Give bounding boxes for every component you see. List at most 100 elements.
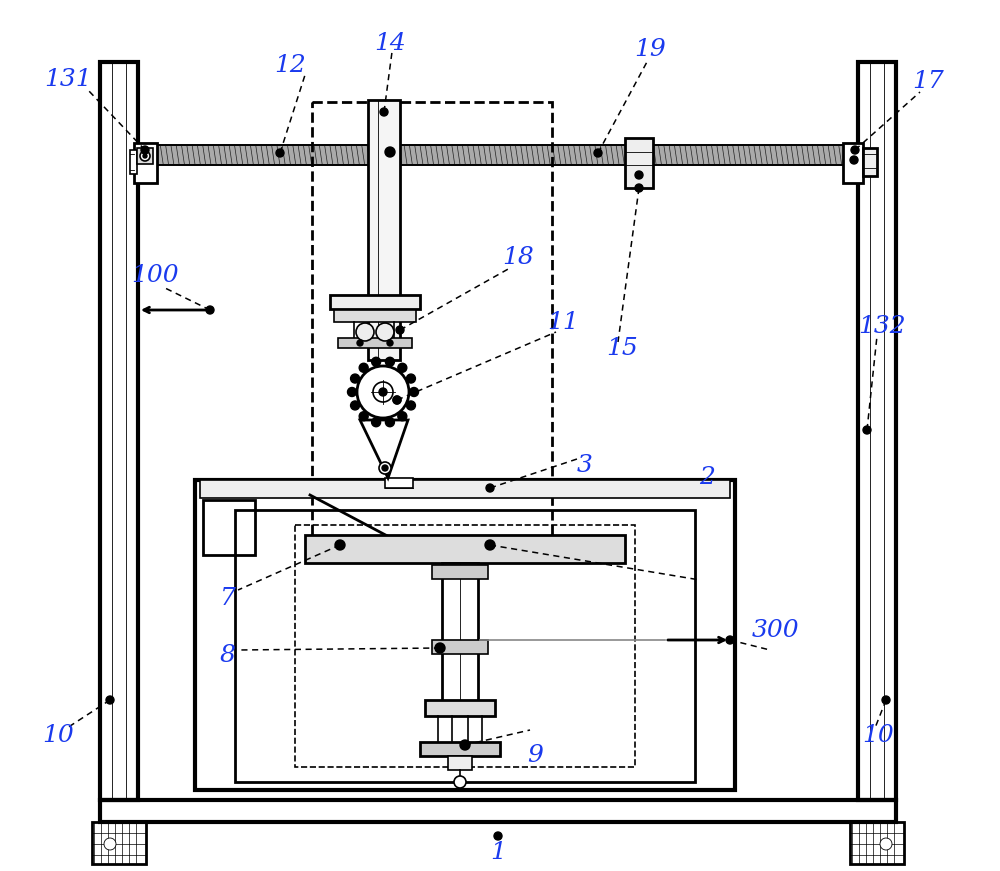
Bar — [858, 62, 896, 800]
Bar — [137, 148, 153, 164]
Text: 19: 19 — [634, 38, 666, 62]
Circle shape — [635, 184, 643, 192]
Bar — [312, 102, 552, 542]
Bar — [843, 143, 863, 183]
Bar — [425, 700, 495, 716]
Circle shape — [385, 418, 394, 427]
Bar — [625, 138, 653, 188]
Text: 100: 100 — [131, 264, 179, 287]
Circle shape — [486, 484, 494, 492]
Bar — [203, 500, 255, 555]
Bar — [295, 525, 635, 767]
Text: 9: 9 — [527, 744, 543, 766]
Bar — [155, 145, 848, 165]
Bar — [100, 62, 138, 800]
Bar — [432, 565, 488, 579]
Bar — [448, 756, 472, 770]
Circle shape — [454, 776, 466, 788]
Bar — [420, 742, 500, 756]
Text: 8: 8 — [220, 644, 236, 666]
Circle shape — [882, 696, 890, 704]
Text: 14: 14 — [374, 31, 406, 55]
Bar — [334, 310, 416, 322]
Circle shape — [141, 146, 149, 154]
Text: 1: 1 — [490, 841, 506, 863]
Circle shape — [396, 326, 404, 334]
Bar — [368, 100, 400, 360]
Circle shape — [406, 401, 415, 410]
Bar — [195, 480, 735, 790]
Bar — [850, 822, 904, 864]
Circle shape — [379, 462, 391, 474]
Bar — [305, 535, 625, 563]
Circle shape — [357, 340, 363, 346]
Circle shape — [726, 636, 734, 644]
Circle shape — [461, 741, 469, 749]
Circle shape — [385, 357, 394, 367]
Circle shape — [140, 151, 150, 161]
Text: 7: 7 — [220, 586, 236, 610]
Text: 131: 131 — [44, 69, 92, 91]
Circle shape — [406, 374, 415, 383]
Text: 2: 2 — [699, 465, 715, 489]
Circle shape — [372, 357, 381, 367]
Bar — [330, 295, 420, 309]
Circle shape — [435, 643, 445, 653]
Text: 10: 10 — [862, 724, 894, 746]
Circle shape — [382, 465, 388, 471]
Circle shape — [206, 306, 214, 314]
Circle shape — [385, 147, 395, 157]
Text: 11: 11 — [547, 310, 579, 334]
Circle shape — [851, 146, 859, 154]
Circle shape — [594, 149, 602, 157]
Bar — [432, 640, 488, 654]
Circle shape — [880, 838, 892, 850]
Circle shape — [104, 838, 116, 850]
Text: 300: 300 — [751, 618, 799, 642]
Circle shape — [486, 541, 494, 549]
Circle shape — [494, 832, 502, 840]
Circle shape — [393, 396, 401, 404]
Bar — [442, 563, 478, 703]
Circle shape — [393, 396, 401, 404]
Bar — [338, 338, 412, 348]
Text: 15: 15 — [606, 336, 638, 360]
Circle shape — [410, 388, 418, 396]
Bar — [100, 800, 896, 822]
Circle shape — [336, 541, 344, 549]
Circle shape — [863, 426, 871, 434]
Bar — [200, 480, 730, 498]
Circle shape — [376, 323, 394, 341]
Bar — [92, 822, 146, 864]
Circle shape — [359, 412, 368, 421]
Circle shape — [351, 374, 360, 383]
Circle shape — [106, 696, 114, 704]
Text: 12: 12 — [274, 53, 306, 77]
Circle shape — [276, 149, 284, 157]
Bar — [134, 143, 157, 183]
Circle shape — [143, 154, 147, 158]
Circle shape — [348, 388, 356, 396]
Circle shape — [398, 363, 407, 372]
Circle shape — [436, 644, 444, 652]
Circle shape — [380, 108, 388, 116]
Circle shape — [351, 401, 360, 410]
Circle shape — [335, 540, 345, 550]
Bar — [235, 510, 695, 782]
Bar — [385, 478, 413, 488]
Circle shape — [635, 171, 643, 179]
Circle shape — [485, 540, 495, 550]
Circle shape — [398, 412, 407, 421]
Circle shape — [379, 388, 387, 396]
Bar — [130, 150, 137, 174]
Circle shape — [372, 418, 381, 427]
Text: 10: 10 — [42, 724, 74, 746]
Circle shape — [850, 156, 858, 164]
Text: 132: 132 — [858, 314, 906, 337]
Circle shape — [387, 340, 393, 346]
Text: 3: 3 — [577, 454, 593, 476]
Text: 18: 18 — [502, 246, 534, 268]
Circle shape — [356, 323, 374, 341]
Circle shape — [460, 740, 470, 750]
Bar — [863, 148, 877, 176]
